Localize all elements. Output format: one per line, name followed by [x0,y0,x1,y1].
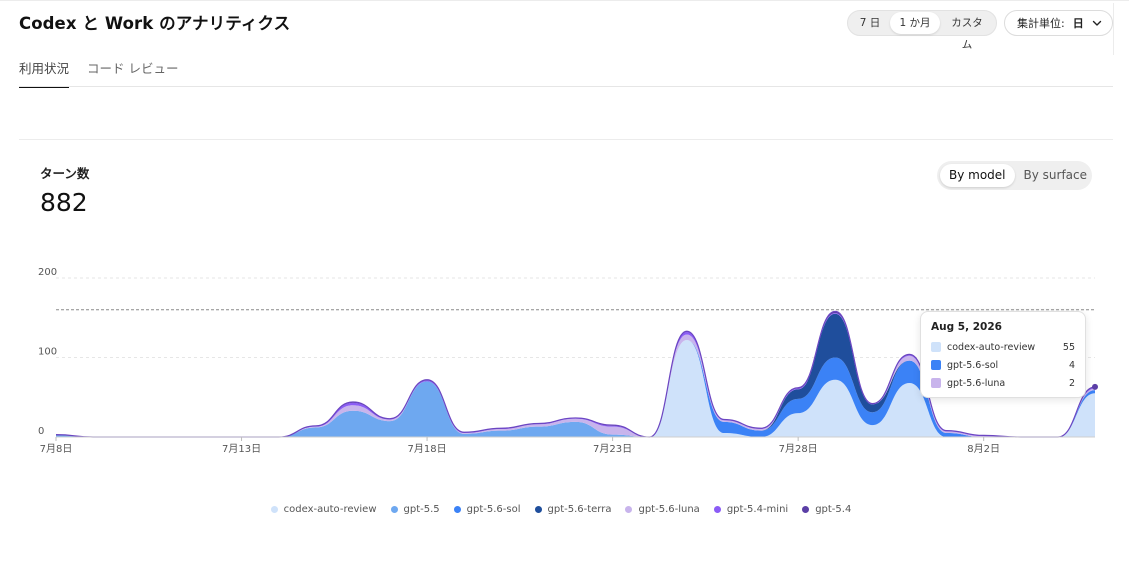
aggregation-unit-label: 集計単位: [1017,17,1065,30]
x-tick-label: 7月8日 [40,443,73,455]
legend-swatch [713,506,721,513]
legend-swatch [390,506,398,513]
area-gpt-5.6-terra [56,313,1095,437]
tab-code-review[interactable]: コード レビュー [87,61,179,76]
range-option-7d[interactable]: 7 日 [859,17,881,29]
legend-item[interactable]: gpt-5.4-mini [713,504,789,515]
y-tick-label: 200 [38,267,57,278]
x-tick-label: 8月2日 [967,443,1000,455]
legend-item[interactable]: codex-auto-review [270,504,377,515]
legend-swatch [802,506,810,513]
legend-item[interactable]: gpt-5.4 [802,504,851,515]
turns-area-chart: 0 100 200 7月8日 7月13日 7月18日 7月23日 7月28日 8月2日 [38,267,1098,455]
legend-swatch [453,506,461,513]
page-title: Codex と Work のアナリティクス [19,14,291,33]
metric-value: 882 [40,188,88,217]
tab-bar: 利用状況 コード レビュー [19,58,197,88]
aggregation-unit-select[interactable]: 集計単位: 日 [1004,10,1113,36]
legend-label: gpt-5.4-mini [726,504,789,515]
legend-label: gpt-5.4 [815,504,852,515]
y-tick-label: 0 [38,426,44,437]
date-range-selector: 7 日 1 か月 カスタム [847,10,997,51]
metric-label: ターン数 [40,166,90,181]
group-by-model-button[interactable]: By model [940,164,1015,187]
tooltip-date: Aug 5, 2026 [931,321,1002,333]
legend-item[interactable]: gpt-5.5 [390,504,440,515]
area-gpt-5.6-sol [56,340,1095,437]
legend-swatch [270,506,278,513]
aggregation-unit-value: 日 [1072,17,1084,30]
tooltip-series-value: 55 [1062,341,1075,353]
x-tick-label: 7月18日 [408,443,447,455]
chart-legend: codex-auto-review gpt-5.5 gpt-5.6-sol gpt-5… [0,504,1129,515]
tooltip-row: gpt-5.6-sol 4 [931,356,1075,374]
tooltip-series-value: 4 [1068,359,1075,371]
range-option-custom[interactable]: カスタム [951,17,983,51]
tooltip-series-name: gpt-5.6-luna [947,377,1006,389]
legend-label: gpt-5.6-sol [466,504,521,515]
chart-tooltip: Aug 5, 2026 codex-auto-review 55 gpt-5.6… [920,311,1086,398]
x-tick-label: 7月23日 [593,443,632,455]
group-by-toggle: By model By surface [937,161,1092,190]
section-divider [19,139,1113,140]
chevron-down-icon [1092,20,1102,26]
legend-item[interactable]: gpt-5.6-luna [625,504,700,515]
header-right-border [1113,3,1114,55]
tooltip-swatch [931,342,941,352]
tooltip-swatch [931,378,941,388]
tabs-divider [19,86,1113,87]
y-tick-label: 100 [38,347,57,358]
tab-usage[interactable]: 利用状況 [19,58,70,88]
x-tick-label: 7月13日 [222,443,261,455]
top-border [0,0,1129,1]
tooltip-row: gpt-5.6-luna 2 [931,374,1075,392]
legend-label: gpt-5.6-terra [547,504,612,515]
x-tick-label: 7月28日 [779,443,818,455]
range-option-1m[interactable]: 1 か月 [890,12,940,34]
tooltip-series-name: gpt-5.6-sol [947,359,999,371]
legend-label: gpt-5.6-luna [638,504,700,515]
area-codex-auto-review [56,340,1095,437]
legend-swatch [534,506,542,513]
legend-item[interactable]: gpt-5.6-terra [534,504,612,515]
legend-item[interactable]: gpt-5.6-sol [453,504,521,515]
tooltip-row: codex-auto-review 55 [931,338,1075,356]
legend-swatch [625,506,633,513]
legend-label: codex-auto-review [283,504,377,515]
tooltip-swatch [931,360,941,370]
tooltip-series-name: codex-auto-review [947,341,1036,353]
group-by-surface-button[interactable]: By surface [1023,168,1088,182]
tooltip-series-value: 2 [1068,377,1075,389]
legend-label: gpt-5.5 [403,504,440,515]
hover-point [1092,383,1098,390]
